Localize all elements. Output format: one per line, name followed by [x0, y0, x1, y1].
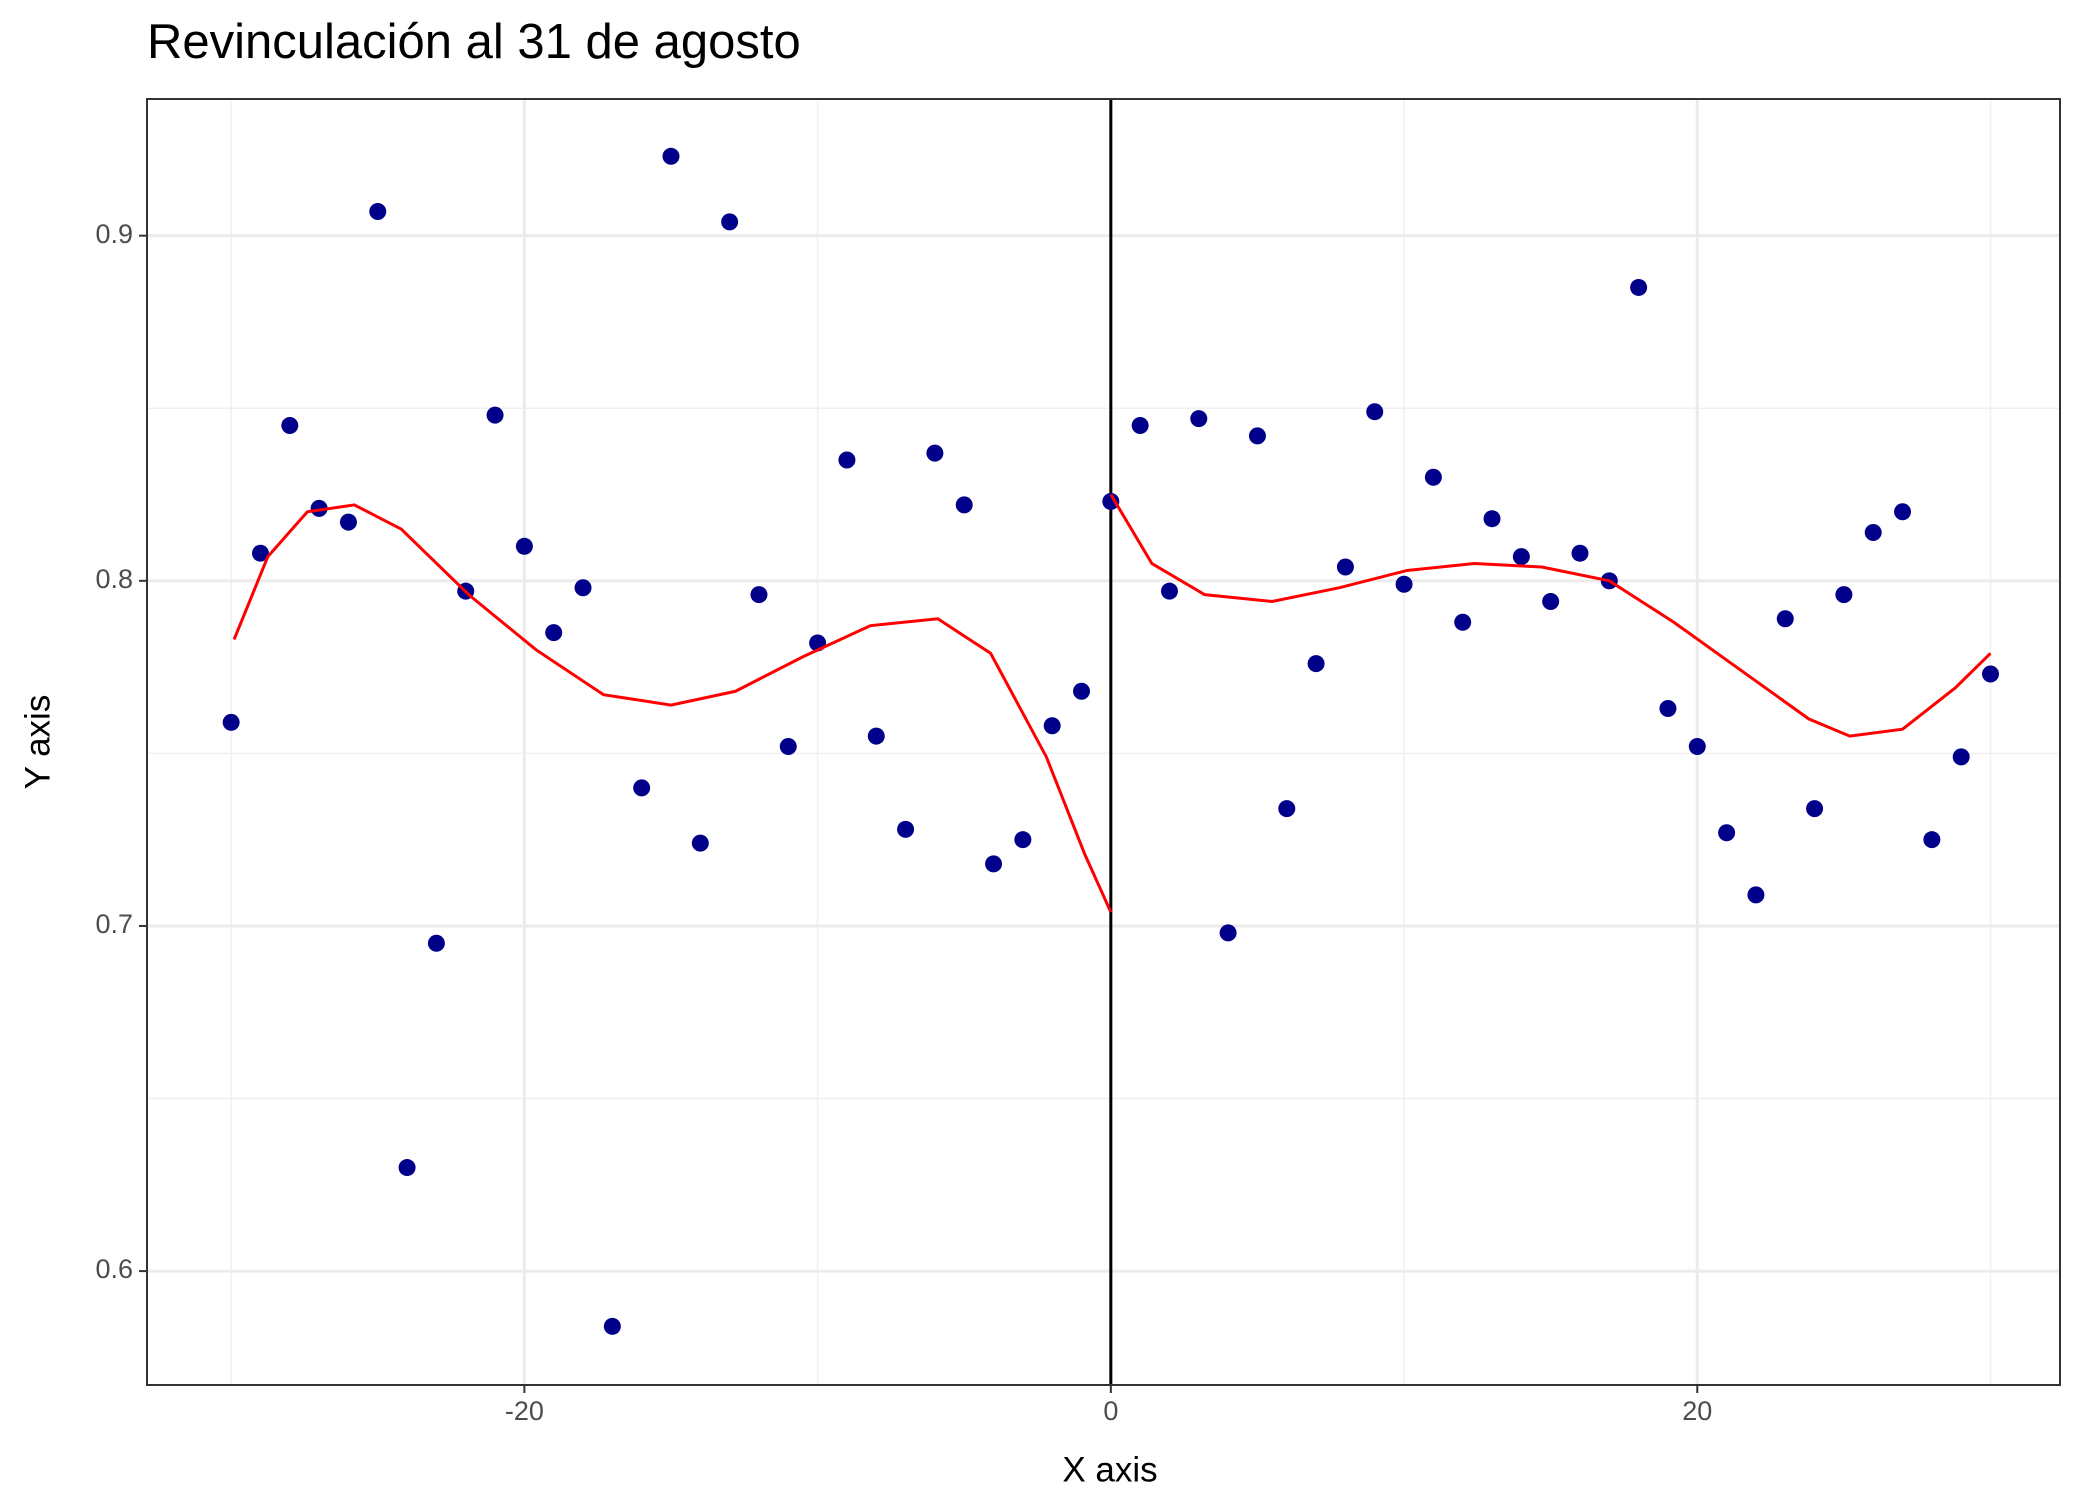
- point: [1483, 510, 1501, 528]
- point: [1630, 278, 1648, 296]
- plot-border: [146, 98, 2061, 1386]
- point: [1160, 582, 1178, 600]
- point: [926, 444, 944, 462]
- point: [281, 417, 299, 435]
- point: [662, 147, 680, 165]
- point: [1982, 665, 2000, 683]
- point: [1542, 593, 1560, 611]
- point: [838, 451, 856, 469]
- point: [1718, 824, 1736, 842]
- point: [1219, 924, 1237, 942]
- point: [721, 213, 739, 231]
- point: [779, 737, 797, 755]
- point: [897, 820, 915, 838]
- point: [251, 544, 269, 562]
- point: [1776, 610, 1794, 628]
- point: [1307, 655, 1325, 673]
- y-tick-label: 0.8: [95, 564, 133, 594]
- point: [1571, 544, 1589, 562]
- point: [985, 855, 1003, 873]
- x-tick-label: -20: [505, 1396, 544, 1426]
- point: [1043, 717, 1061, 735]
- point: [1190, 410, 1208, 428]
- point: [515, 537, 533, 555]
- point: [750, 586, 768, 604]
- point: [1395, 575, 1413, 593]
- point: [955, 496, 973, 514]
- point: [1073, 682, 1091, 700]
- fit-line: [1109, 493, 1992, 738]
- point: [339, 513, 357, 531]
- point: [369, 203, 387, 221]
- x-tick-label: 20: [1682, 1396, 1712, 1426]
- point: [1424, 468, 1442, 486]
- point: [1923, 831, 1941, 849]
- point: [1102, 492, 1120, 510]
- point: [1512, 548, 1530, 566]
- point: [222, 713, 240, 731]
- point: [691, 834, 709, 852]
- point: [1835, 586, 1853, 604]
- point: [1659, 700, 1677, 718]
- point: [1131, 417, 1149, 435]
- y-axis-title: Y axis: [18, 695, 57, 790]
- point: [1688, 737, 1706, 755]
- x-axis-title: X axis: [1062, 1450, 1157, 1489]
- point: [1747, 886, 1765, 904]
- point: [486, 406, 504, 424]
- y-tick-label: 0.6: [95, 1254, 133, 1284]
- point: [1014, 831, 1032, 849]
- point: [867, 727, 885, 745]
- x-tick-label: 0: [1103, 1396, 1118, 1426]
- point: [633, 779, 651, 797]
- point: [574, 579, 592, 597]
- y-tick-label: 0.7: [95, 909, 133, 939]
- point: [1336, 558, 1354, 576]
- point: [1366, 403, 1384, 421]
- point: [398, 1159, 416, 1177]
- point: [1454, 613, 1472, 631]
- point: [1278, 800, 1296, 818]
- chart-title: Revinculación al 31 de agosto: [147, 15, 801, 69]
- point: [603, 1317, 621, 1335]
- point: [1806, 800, 1824, 818]
- y-tick-label: 0.9: [95, 219, 133, 249]
- point: [1864, 523, 1882, 541]
- point: [427, 934, 445, 952]
- point: [545, 624, 563, 642]
- point: [1894, 503, 1912, 521]
- point: [1248, 427, 1266, 445]
- point: [1952, 748, 1970, 766]
- point: [310, 499, 328, 517]
- fit-line: [232, 503, 1113, 913]
